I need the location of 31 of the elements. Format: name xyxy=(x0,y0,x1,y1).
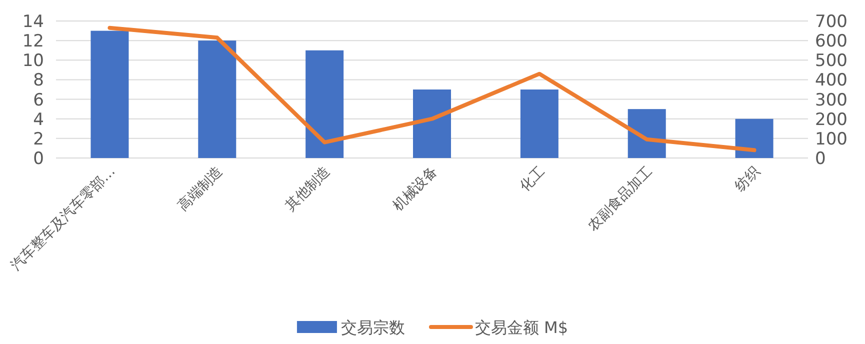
y2-tick-label: 200 xyxy=(815,110,848,130)
bar xyxy=(413,90,451,158)
y2-tick-label: 300 xyxy=(815,90,848,110)
y2-tick-label: 500 xyxy=(815,51,848,72)
line-series xyxy=(108,26,756,152)
bar xyxy=(520,90,558,158)
bar xyxy=(628,109,666,158)
legend-label: 交易金额 M$ xyxy=(474,318,568,337)
x-tick-label: 高端制造 xyxy=(175,164,226,214)
bar xyxy=(735,118,774,158)
y-tick-label: 6 xyxy=(33,90,44,110)
y-tick-label: 4 xyxy=(33,110,44,130)
x-tick-label: 其他制造 xyxy=(282,164,334,214)
x-tick-label: 机械设备 xyxy=(390,164,441,214)
y2-tick-label: 700 xyxy=(815,12,848,32)
bar xyxy=(90,30,129,158)
x-tick-label: 农副食品加工 xyxy=(584,164,656,234)
bar xyxy=(198,40,236,158)
x-tick-label: 化工 xyxy=(517,164,548,195)
y-tick-label: 10 xyxy=(22,51,44,72)
legend-label: 交易宗数 xyxy=(340,318,405,337)
y-tick-label: 14 xyxy=(22,12,44,32)
y2-tick-label: 0 xyxy=(815,149,826,169)
y2-tick-label: 100 xyxy=(815,129,848,150)
y-tick-label: 8 xyxy=(33,70,44,91)
bar xyxy=(306,50,344,158)
y2-tick-label: 400 xyxy=(815,70,848,91)
x-tick-label: 纺织 xyxy=(732,164,764,195)
y-tick-label: 12 xyxy=(22,32,44,52)
y2-tick-label: 600 xyxy=(815,32,848,52)
y-tick-label: 2 xyxy=(33,129,44,150)
